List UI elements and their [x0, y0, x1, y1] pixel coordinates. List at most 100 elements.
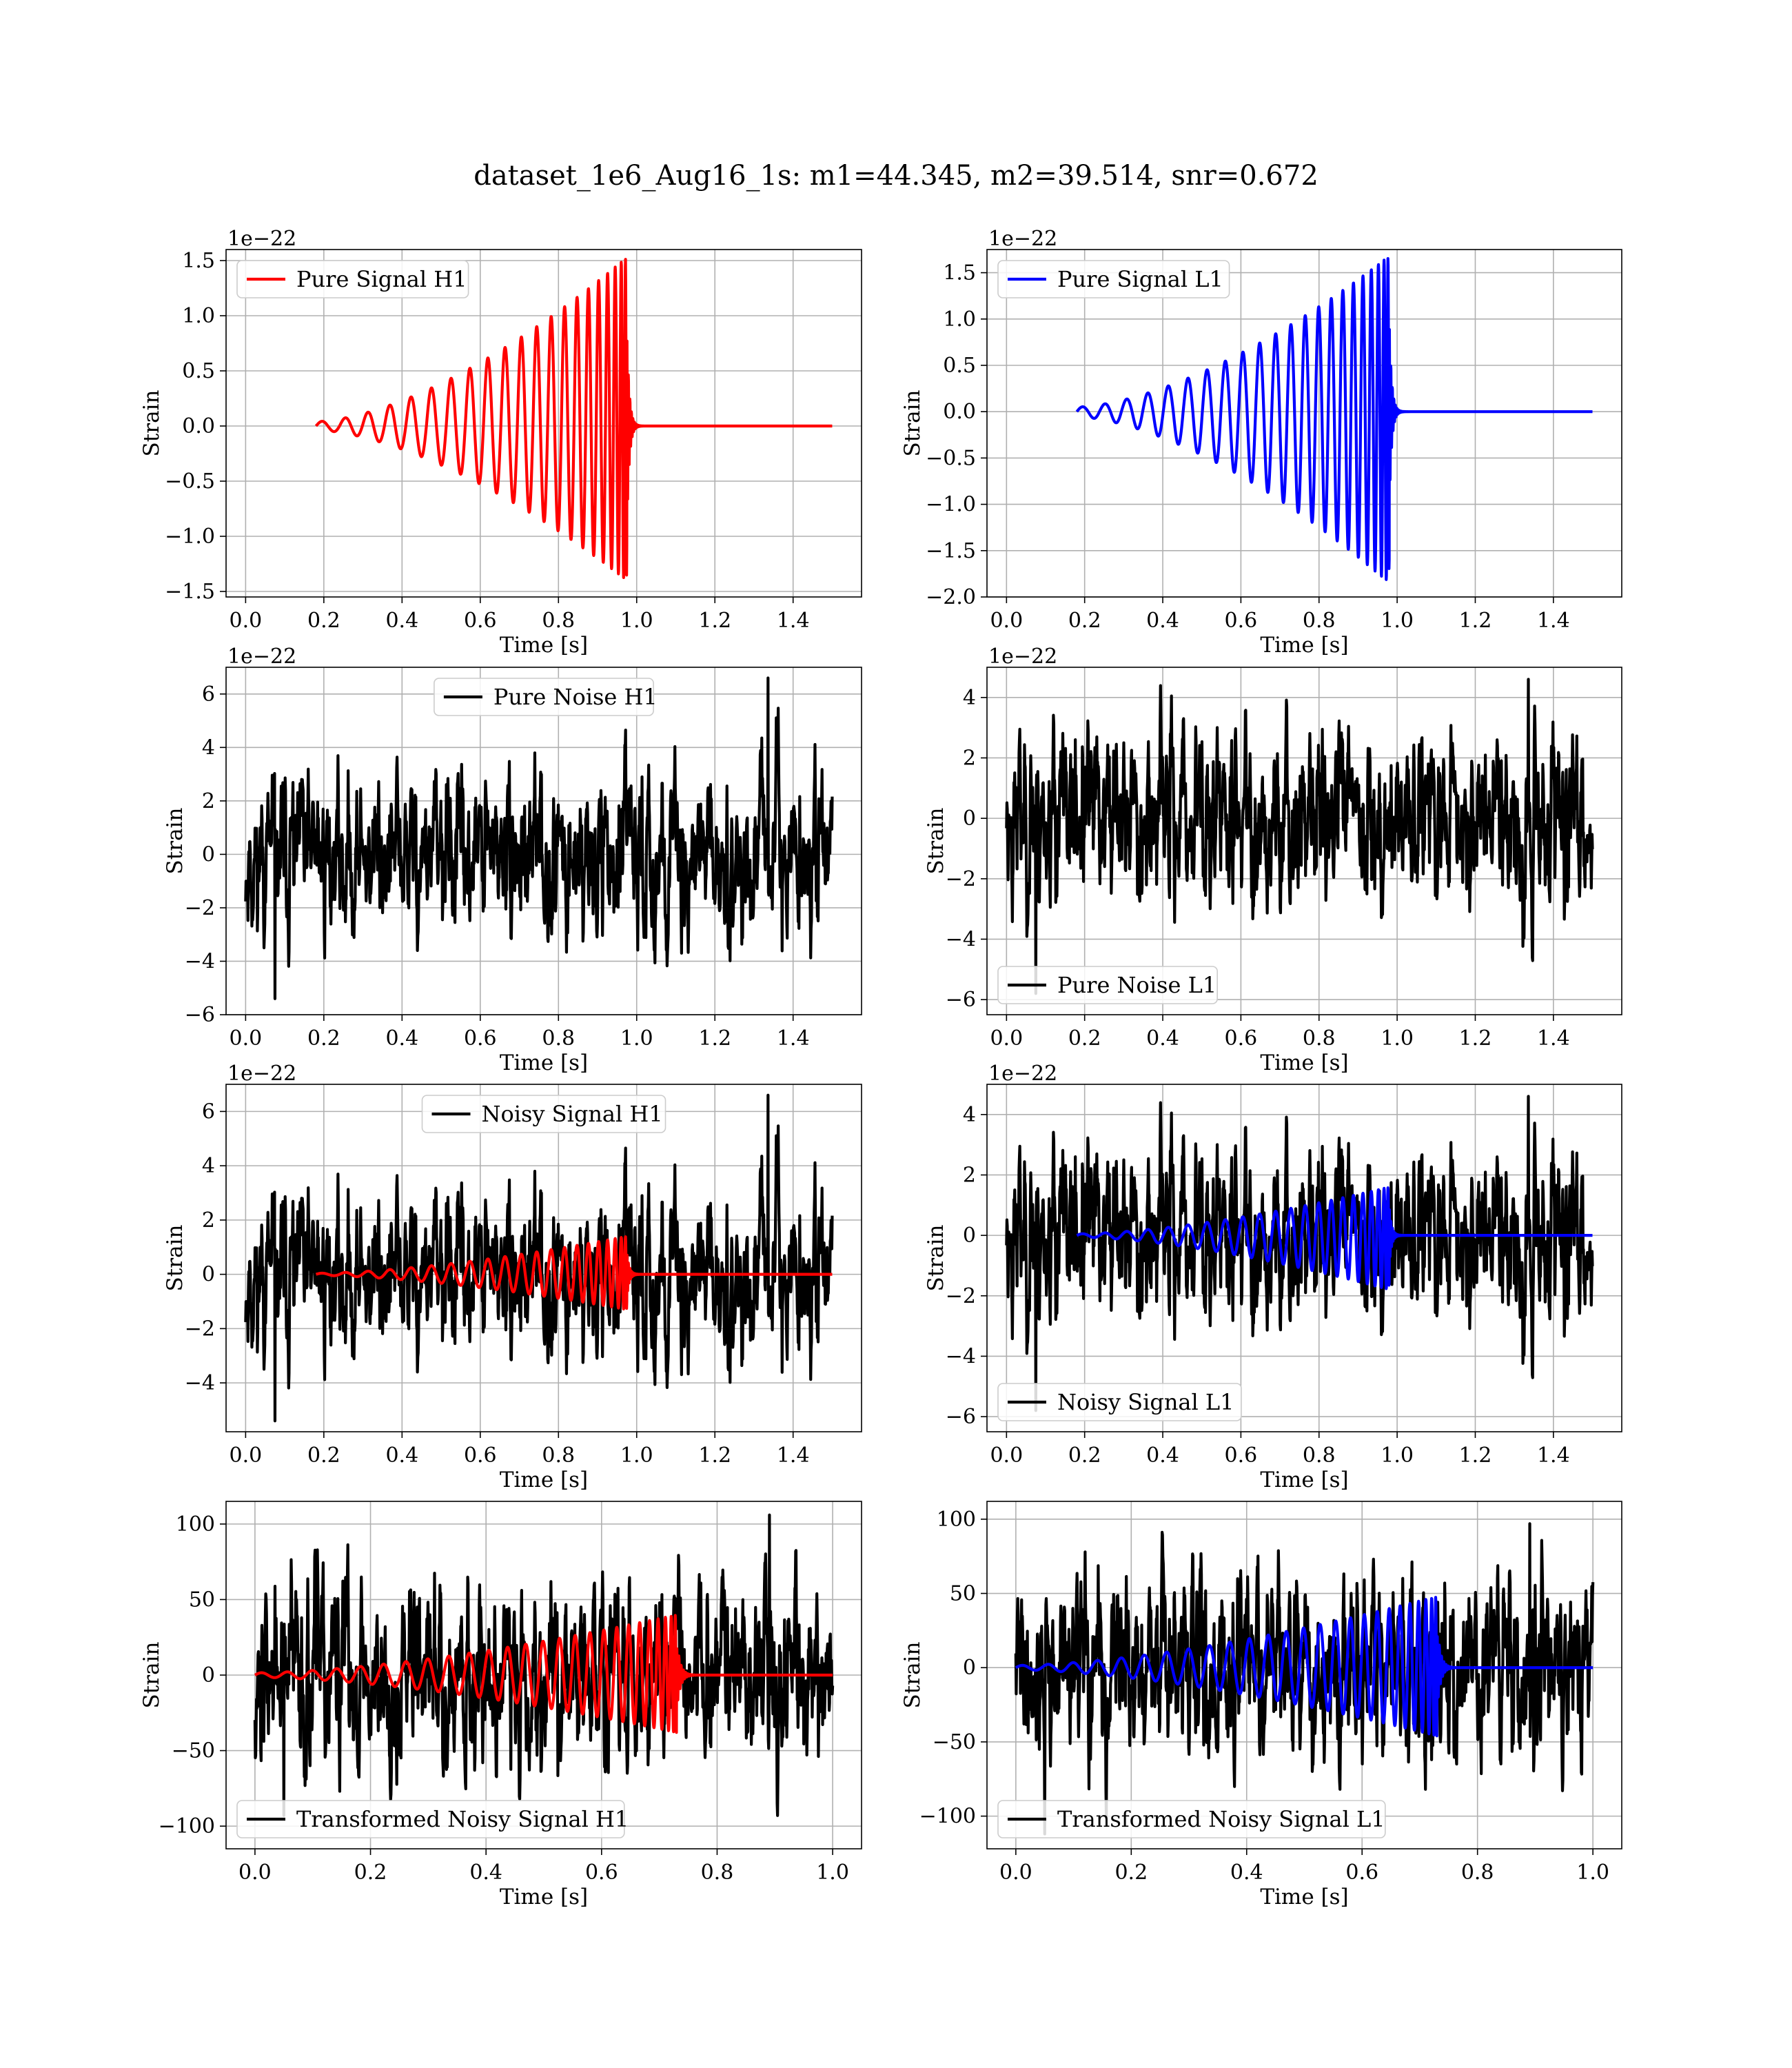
legend-label: Pure Noise L1 [1057, 972, 1216, 998]
axes-frame [225, 667, 862, 1015]
x-tick-label: 0.2 [1068, 1443, 1101, 1468]
legend: Noisy Signal L1 [997, 1383, 1242, 1421]
x-tick-label: 0.2 [1068, 609, 1101, 633]
series-group [244, 676, 834, 1000]
x-tick-label: 0.0 [990, 609, 1023, 633]
axes-frame [986, 1084, 1622, 1432]
y-tick-label: −4 [185, 949, 215, 973]
subplot-pure-signal-h1: 0.0 0.2 0.4 0.6 0.8 1.0 1.2 1.4 −1.5 −1.0 −0.5 0.0 0… [139, 227, 862, 658]
y-tick-label: 0 [202, 842, 215, 866]
x-tick-label: 1.2 [698, 1026, 731, 1051]
legend-frame [236, 1800, 625, 1838]
subplot-grid: 0.0 0.2 0.4 0.6 0.8 1.0 1.2 1.4 −1.5 −1.0 −0.5 0.0 0… [139, 227, 1622, 1909]
x-tick-label: 0.6 [464, 1443, 497, 1468]
y-tick-label: −0.5 [165, 469, 215, 494]
y-tick-label: 2 [202, 789, 215, 813]
y-tick-label: −1.0 [165, 525, 215, 549]
subplot-noisy-signal-h1: 0.0 0.2 0.4 0.6 0.8 1.0 1.2 1.4 −4 −2 0 2 4 6 Time [s]… [163, 1062, 862, 1492]
y-tick-label: 4 [202, 736, 215, 760]
x-tick-label: 1.0 [1576, 1861, 1609, 1885]
y-axis-label: Strain [139, 1642, 164, 1709]
x-axis-label: Time [s] [1260, 1468, 1348, 1492]
y-tick-label: 100 [176, 1512, 215, 1537]
subplot-pure-noise-l1: 0.0 0.2 0.4 0.6 0.8 1.0 1.2 1.4 −6 −4 −2 0 2 4 Time [s… [924, 645, 1622, 1075]
legend-frame [997, 966, 1219, 1004]
x-tick-label: 1.2 [1459, 1026, 1492, 1051]
axes-frame [986, 249, 1622, 598]
x-tick-label: 0.4 [469, 1861, 502, 1885]
x-tick-label: 0.2 [1114, 1861, 1148, 1885]
x-tick-label: 1.2 [698, 609, 731, 633]
legend-frame [997, 260, 1230, 298]
subplot-transformed-noisy-signal-l1: 0.0 0.2 0.4 0.6 0.8 1.0 −100 −50 0 50 100 Time [s] S… [900, 1501, 1622, 1909]
series-group [1005, 1095, 1594, 1412]
x-tick-label: 0.6 [1225, 1443, 1258, 1468]
y-axis-label: Strain [900, 390, 925, 457]
y-tick-label: −6 [946, 988, 976, 1012]
y-tick-label: 2 [963, 746, 976, 770]
x-tick-label: 0.0 [999, 1861, 1032, 1885]
y-tick-label: 50 [189, 1588, 215, 1612]
x-tick-label: 1.4 [1537, 609, 1570, 633]
x-axis-label: Time [s] [1260, 633, 1348, 658]
y-tick-label: 0 [963, 807, 976, 831]
y-tick-label: −50 [172, 1739, 215, 1763]
x-axis-label: Time [s] [500, 1051, 588, 1075]
x-tick-label: 0.6 [464, 609, 497, 633]
axes-frame [986, 667, 1622, 1015]
x-tick-label: 0.4 [1146, 1443, 1179, 1468]
series-line-pure-noise-l1 [1005, 678, 1594, 995]
x-tick-label: 0.8 [542, 609, 575, 633]
x-tick-label: 0.6 [1225, 1026, 1258, 1051]
subplot-pure-noise-h1: 0.0 0.2 0.4 0.6 0.8 1.0 1.2 1.4 −6 −4 −2 0 2 4 6 Time [… [163, 645, 862, 1075]
y-tick-label: −100 [919, 1805, 976, 1829]
legend-label: Pure Signal H1 [296, 266, 467, 292]
legend: Pure Signal H1 [236, 260, 469, 298]
x-tick-label: 0.0 [230, 1026, 263, 1051]
y-tick-label: 4 [963, 1103, 976, 1127]
x-tick-label: 0.2 [307, 1443, 340, 1468]
series-group [1005, 678, 1594, 995]
subplot-transformed-noisy-signal-h1: 0.0 0.2 0.4 0.6 0.8 1.0 −100 −50 0 50 100 Time [s] S… [139, 1501, 862, 1909]
y-tick-label: −2.0 [926, 585, 976, 609]
x-tick-label: 1.0 [620, 1026, 653, 1051]
y-axis-label: Strain [163, 1225, 187, 1292]
axis-offset-label: 1e−22 [988, 227, 1057, 251]
x-tick-label: 0.0 [230, 1443, 263, 1468]
series-line-overlay-1 [1015, 1596, 1594, 1738]
y-tick-label: −1.5 [165, 580, 215, 604]
y-tick-label: 6 [202, 1099, 215, 1124]
x-tick-label: 0.8 [1303, 1443, 1336, 1468]
y-tick-label: −0.5 [926, 446, 976, 470]
x-tick-label: 1.4 [1537, 1026, 1570, 1051]
series-line-transformed-noisy-signal-l1 [1014, 1522, 1595, 1836]
x-tick-label: 0.4 [1146, 609, 1179, 633]
grid-lines [226, 667, 862, 1015]
legend-frame [997, 1800, 1386, 1838]
y-tick-label: 0.5 [943, 354, 976, 378]
x-tick-label: 0.0 [990, 1026, 1023, 1051]
axes-frame [986, 1501, 1622, 1849]
series-group [314, 258, 834, 579]
x-tick-label: 0.8 [542, 1026, 575, 1051]
y-tick-label: −2 [185, 1317, 215, 1341]
y-tick-label: −2 [185, 896, 215, 920]
y-tick-label: −2 [946, 867, 976, 891]
axes-frame [225, 249, 862, 598]
series-line-pure-signal-h1 [314, 258, 834, 579]
x-tick-label: 1.0 [816, 1861, 849, 1885]
series-line-overlay-1 [254, 1614, 834, 1734]
x-tick-label: 1.4 [777, 609, 810, 633]
x-tick-label: 0.8 [1303, 1026, 1336, 1051]
series-line-transformed-noisy-signal-h1 [253, 1513, 835, 1817]
y-tick-label: −1.0 [926, 493, 976, 517]
y-tick-label: 0 [963, 1656, 976, 1680]
axis-offset-label: 1e−22 [988, 645, 1057, 669]
x-tick-label: 0.6 [1225, 609, 1258, 633]
y-tick-label: 6 [202, 682, 215, 707]
y-tick-label: 4 [202, 1154, 215, 1178]
x-tick-label: 1.2 [698, 1443, 731, 1468]
x-tick-label: 0.8 [1303, 609, 1336, 633]
